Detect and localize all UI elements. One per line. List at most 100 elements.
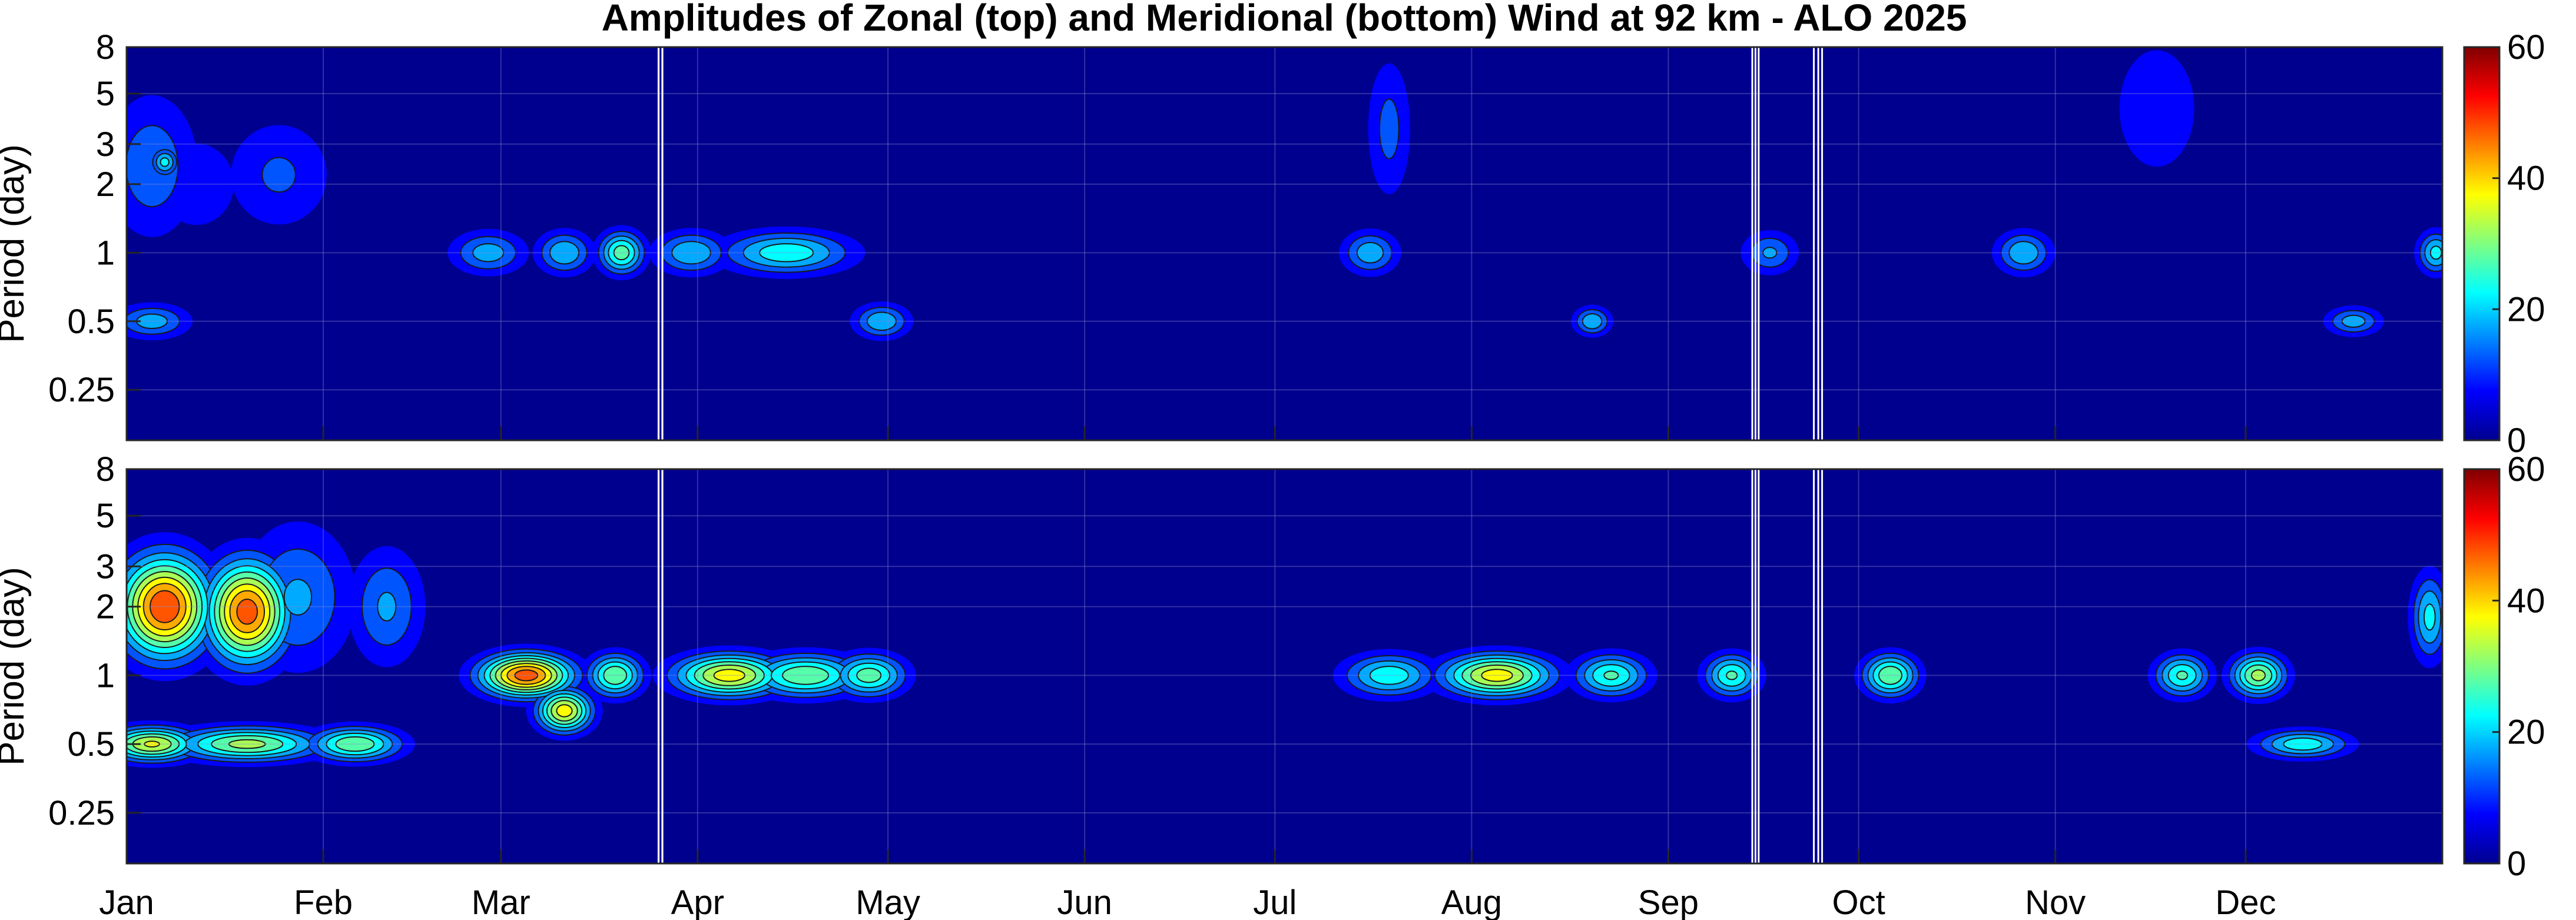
contour-zonal-h1-l20 (160, 157, 170, 167)
y-tick-label-meridional-5: 5 (96, 497, 115, 535)
y-tick-label-meridional-2: 1 (96, 656, 115, 695)
y-ticks-zonal: 0.25 0.5 1 23 5 8 (48, 28, 141, 409)
contour-zonal-h3-l10 (261, 157, 296, 193)
contour-zonal-h13-l15 (1582, 313, 1603, 330)
data-gap-meridional-4 (1758, 469, 1760, 863)
colorbar-ticks-zonal: 0 20 40 60 (2492, 28, 2545, 460)
data-gap-meridional-2 (1751, 469, 1753, 863)
data-gap-zonal-5 (1813, 47, 1815, 440)
x-tick-label-11: Dec (2215, 884, 2276, 920)
colorbar-meridional (2463, 468, 2501, 865)
frame-meridional (125, 468, 2444, 865)
contour-zonal-h18-l15 (2341, 314, 2366, 328)
y-tick-label-meridional-4: 3 (96, 547, 115, 586)
data-gap-zonal-0 (657, 47, 660, 440)
colorbar-tick-label-zonal-0: 0 (2507, 421, 2526, 460)
data-gap-meridional-0 (657, 469, 660, 863)
x-tick-label-3: Apr (671, 884, 724, 920)
contour-zonal-h6-l25 (613, 245, 630, 261)
data-gap-meridional-6 (1817, 469, 1819, 863)
contour-zonal-h5-l15 (549, 241, 579, 265)
panel-meridional: 0.25 0.5 1 23 5 8 Period (day) 0 20 40 60 (0, 450, 2545, 883)
x-tick-label-1: Feb (294, 884, 353, 920)
data-gap-zonal-7 (1821, 47, 1824, 440)
contour-meridional-h14-l35 (1481, 669, 1513, 682)
contour-meridional-h11-l25 (782, 666, 829, 685)
contour-meridional-h6-l25 (335, 736, 375, 752)
colorbar-tick-label-meridional-1: 20 (2507, 713, 2545, 752)
x-tick-label-6: Jul (1253, 884, 1297, 920)
contour-meridional-h15-l25 (1603, 670, 1619, 680)
y-tick-label-zonal-4: 3 (96, 125, 115, 164)
contour-meridional-h0-l45 (150, 590, 180, 623)
data-gap-zonal-3 (1754, 47, 1756, 440)
contour-meridional-h7-l45 (514, 669, 539, 682)
x-tick-label-7: Aug (1441, 884, 1502, 920)
colorbar-tick-label-meridional-0: 0 (2507, 845, 2526, 883)
y-ticks-meridional: 0.25 0.5 1 23 5 8 (48, 450, 141, 832)
contour-zonal-h8-l20 (759, 243, 814, 263)
frame-zonal (125, 46, 2444, 441)
contour-meridional-h12-l25 (856, 667, 882, 683)
contour-zonal-h15-l15 (2008, 241, 2039, 265)
y-tick-label-zonal-1: 0.5 (67, 303, 115, 341)
contour-zonal-h10-l15 (866, 311, 897, 331)
data-gap-meridional-7 (1821, 469, 1824, 863)
gaps-zonal (657, 47, 1824, 440)
y-axis-label-meridional: Period (day) (0, 567, 32, 766)
colorbar-ticks-meridional: 0 20 40 60 (2492, 450, 2545, 883)
y-tick-label-meridional-0: 0.25 (48, 794, 115, 832)
x-tick-label-5: Jun (1057, 884, 1112, 920)
contour-meridional-h5-l30 (228, 739, 266, 749)
y-axis-label-zonal: Period (day) (0, 144, 32, 343)
contour-meridional-h10-l35 (713, 669, 745, 682)
y-tick-label-zonal-2: 1 (96, 234, 115, 272)
contour-zonal-h12-l10 (1379, 98, 1400, 160)
y-tick-label-zonal-6: 8 (96, 28, 115, 67)
y-tick-label-meridional-6: 8 (96, 450, 115, 489)
contour-meridional-h8-l35 (556, 704, 573, 718)
x-ticks: Jan Feb Mar Apr May Jun Jul Aug Sep Oct Nov Dec (99, 426, 2276, 920)
contour-zonal-h11-l15 (1356, 242, 1384, 264)
contour-meridional-h18-l25 (2176, 670, 2189, 680)
colorbar-tick-label-meridional-2: 40 (2507, 582, 2545, 620)
colorbar-zonal (2463, 46, 2501, 441)
y-tick-label-zonal-0: 0.25 (48, 371, 115, 409)
y-tick-label-zonal-3: 2 (96, 165, 115, 204)
x-tick-label-4: May (856, 884, 920, 920)
data-gap-zonal-1 (661, 47, 664, 440)
panel-zonal: 0.25 0.5 1 23 5 8 Period (day) 0 20 40 60 (0, 28, 2545, 460)
y-tick-label-meridional-1: 0.5 (67, 725, 115, 763)
contour-meridional-h19-l30 (2250, 669, 2266, 682)
data-gap-meridional-1 (661, 469, 664, 863)
contour-meridional-h2-l15 (283, 579, 313, 616)
heatmap-layer-zonal (127, 50, 2442, 341)
colorbar-tick-label-zonal-2: 40 (2507, 160, 2545, 198)
x-tick-label-2: Mar (472, 884, 531, 920)
colorbar-tick-label-zonal-3: 60 (2507, 28, 2545, 67)
data-gap-meridional-5 (1813, 469, 1815, 863)
colorbar-tick-label-meridional-3: 60 (2507, 450, 2545, 489)
colorbar-tick-label-zonal-1: 20 (2507, 290, 2545, 328)
data-gap-zonal-2 (1751, 47, 1753, 440)
chart-title: Amplitudes of Zonal (top) and Meridional… (602, 0, 1967, 39)
heatmap-layer-meridional (127, 522, 2442, 768)
contour-meridional-h16-l25 (1726, 670, 1738, 680)
y-tick-label-meridional-3: 2 (96, 588, 115, 626)
contour-meridional-h1-l45 (236, 598, 258, 625)
data-gap-meridional-3 (1754, 469, 1756, 863)
y-tick-label-zonal-5: 5 (96, 75, 115, 113)
contour-meridional-h9-l25 (603, 666, 628, 685)
contour-meridional-h20-l20 (2283, 737, 2323, 751)
contour-zonal-h16-l5 (2119, 50, 2194, 167)
x-tick-label-9: Oct (1832, 884, 1885, 920)
x-tick-label-10: Nov (2025, 884, 2086, 920)
contour-meridional-h13-l20 (1369, 666, 1409, 685)
x-tick-label-8: Sep (1638, 884, 1699, 920)
x-tick-label-0: Jan (99, 884, 154, 920)
gaps-meridional (657, 469, 1824, 863)
data-gap-zonal-6 (1817, 47, 1819, 440)
contour-zonal-h14-l15 (1762, 247, 1778, 259)
contour-zonal-h0-l10 (127, 125, 179, 208)
